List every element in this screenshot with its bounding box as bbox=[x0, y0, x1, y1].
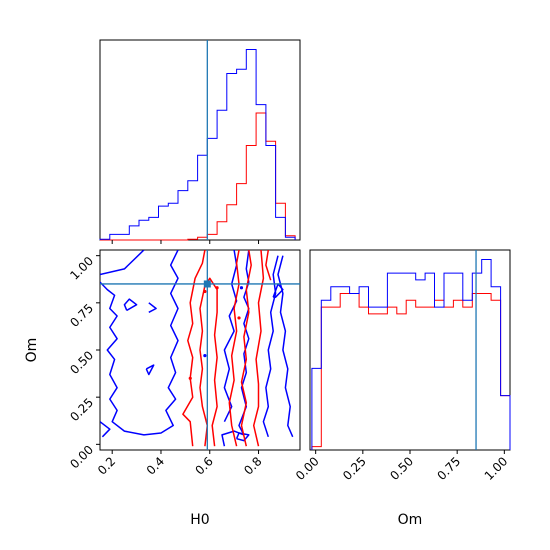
contour-blue-4 bbox=[148, 302, 157, 313]
contour-point-red-0 bbox=[203, 289, 207, 294]
h0-histogram-red bbox=[100, 112, 296, 241]
om-y-tick-label: 0.50 bbox=[67, 348, 96, 377]
om-x-tick-label: 0.75 bbox=[434, 454, 463, 483]
om-histogram-red bbox=[311, 293, 511, 450]
contour-point-red-1 bbox=[215, 286, 219, 290]
om-y-tick-label: 0.00 bbox=[67, 443, 96, 472]
h0-axis-label: H0 bbox=[190, 512, 209, 528]
om-y-tick-label: 0.75 bbox=[67, 301, 96, 330]
truth-lines bbox=[100, 40, 477, 450]
om-x-tick-label: 0.00 bbox=[293, 454, 322, 483]
om-y-tick-label: 1.00 bbox=[67, 254, 96, 283]
h0-tick-label: 0.6 bbox=[192, 454, 215, 477]
contour-blue-7 bbox=[235, 432, 250, 442]
h0-tick-label: 0.4 bbox=[144, 454, 167, 477]
contour-blue-1 bbox=[100, 250, 145, 276]
truth-marker bbox=[203, 280, 211, 288]
contour-red-4 bbox=[252, 250, 265, 447]
contour-point-blue-0 bbox=[203, 354, 207, 358]
om-x-tick-label: 0.50 bbox=[387, 454, 416, 483]
contour-red-1 bbox=[182, 250, 206, 447]
contour-point-red-3 bbox=[188, 376, 192, 380]
om-x-tick-label: 1.00 bbox=[482, 454, 511, 483]
contour-layer bbox=[100, 250, 294, 447]
contour-red-2 bbox=[228, 250, 240, 447]
contour-red-5 bbox=[265, 250, 272, 281]
contour-blue-0 bbox=[100, 421, 111, 438]
h0-histogram-blue bbox=[99, 49, 296, 240]
h0-histogram-panel bbox=[99, 39, 301, 241]
om-histogram-panel bbox=[309, 249, 511, 451]
contour-blue-10 bbox=[277, 255, 294, 438]
om-x-tick-label: 0.25 bbox=[340, 454, 369, 483]
contour-blue-3 bbox=[123, 298, 138, 312]
om-histogram-layer bbox=[311, 259, 511, 450]
contour-blue-8 bbox=[223, 250, 238, 423]
om-axis-label: Om bbox=[398, 512, 423, 528]
contour-red-0 bbox=[199, 277, 218, 447]
h0-tick-label: 0.2 bbox=[95, 454, 118, 477]
contour-blue-5 bbox=[145, 364, 155, 376]
om-y-tick-label: 0.25 bbox=[67, 395, 96, 424]
contour-red-3 bbox=[240, 250, 252, 447]
contour-point-blue-1 bbox=[239, 286, 244, 290]
contour-blue-2 bbox=[100, 250, 179, 436]
om-histogram-blue bbox=[311, 259, 511, 450]
h0-tick-label: 0.8 bbox=[241, 454, 264, 477]
contour-blue-11 bbox=[262, 255, 279, 438]
contour-point-red-2 bbox=[237, 316, 241, 320]
om-y-axis-label: Om bbox=[24, 338, 40, 363]
h0-histogram-layer bbox=[99, 49, 296, 241]
